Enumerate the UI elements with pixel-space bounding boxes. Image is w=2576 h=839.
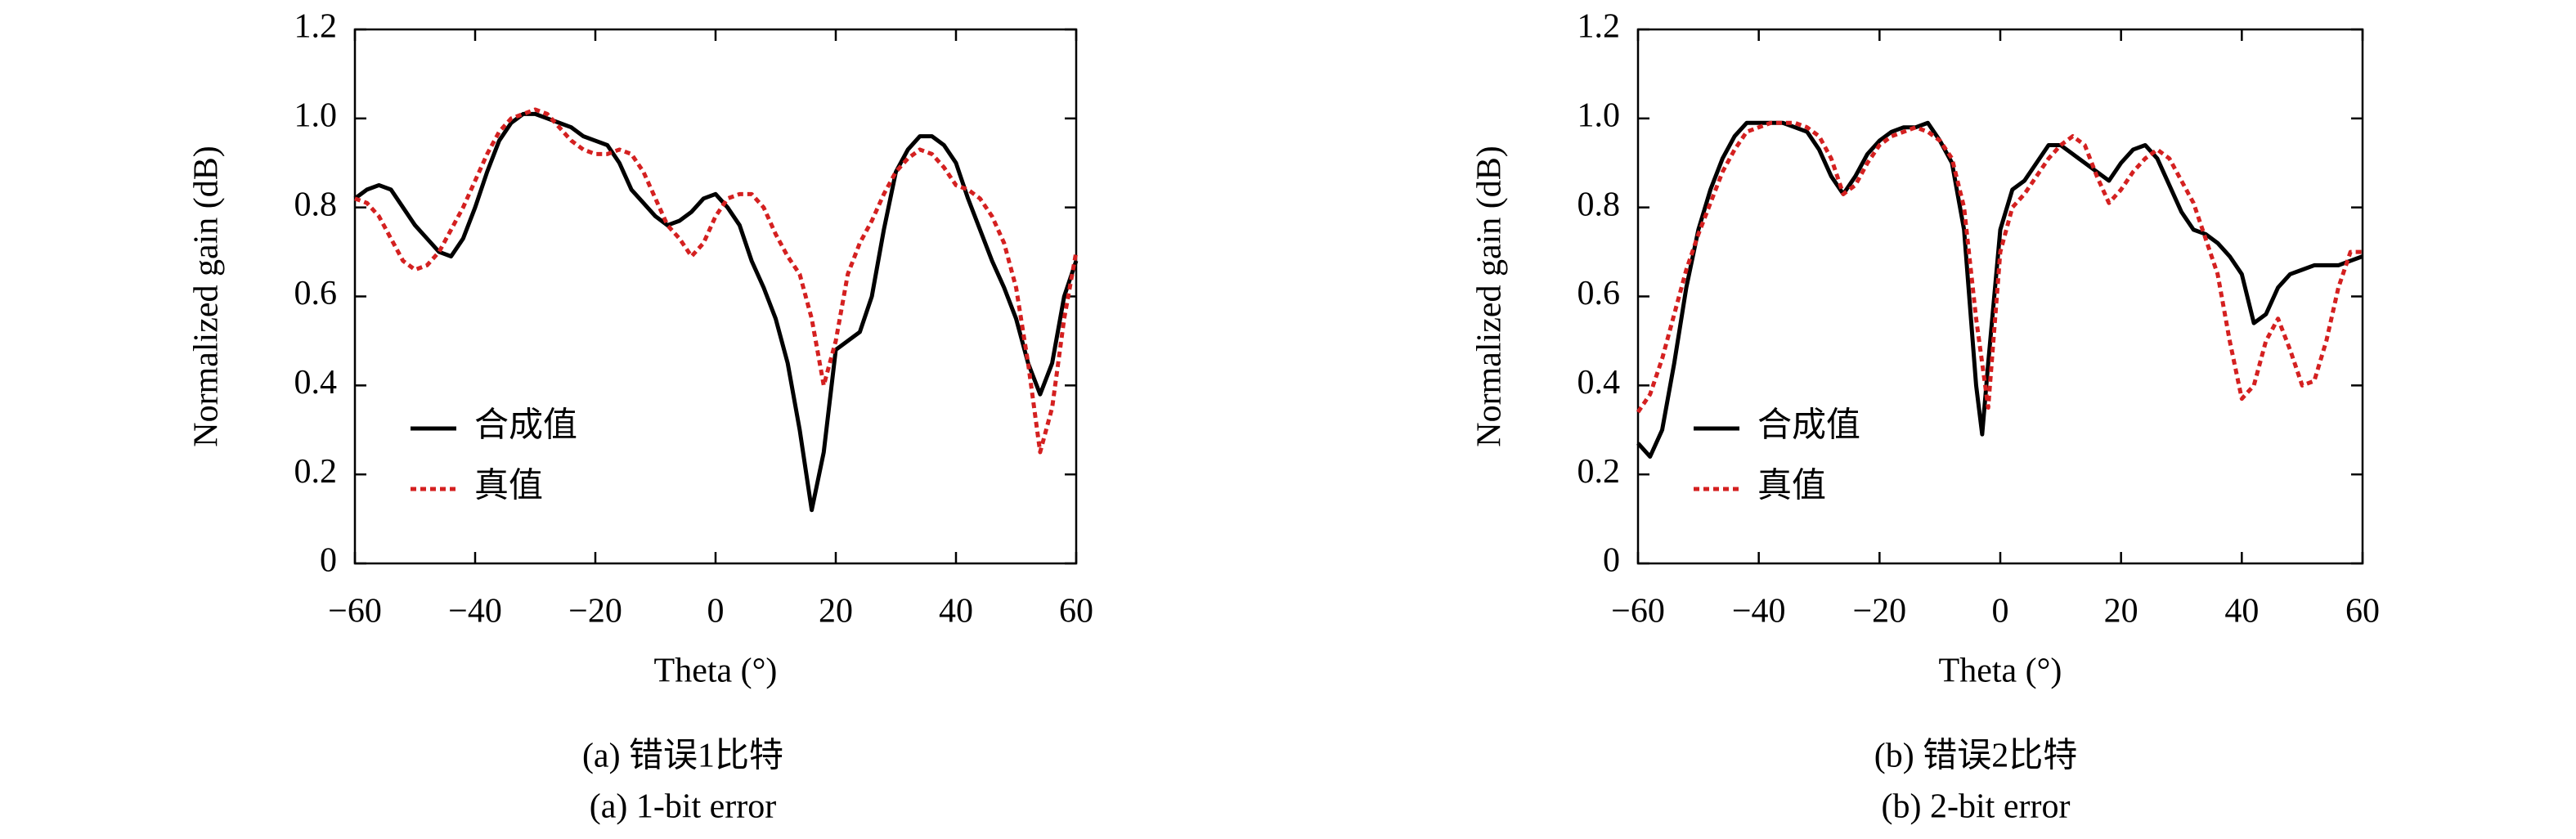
plot-frame [1636, 28, 2364, 565]
y-tick-label: 0.6 [1577, 275, 1621, 312]
y-tick-label: 0 [1603, 542, 1620, 580]
caption: (a) 1-bit error [590, 788, 777, 826]
y-tick-label: 1.2 [294, 8, 338, 46]
legend-label: 真值 [1757, 468, 1826, 505]
y-tick-label: 1.0 [294, 96, 338, 134]
y-tick-label: 0.2 [294, 453, 338, 491]
legend-label: 真值 [474, 468, 543, 505]
x-tick-label: 20 [819, 593, 853, 630]
x-tick-label: −60 [328, 593, 382, 630]
y-tick-label: 0.4 [1577, 364, 1621, 402]
x-axis-label: Theta (°) [1939, 653, 2062, 690]
y-tick-label: 0.4 [294, 364, 338, 402]
x-tick-label: 40 [939, 593, 973, 630]
caption: (a) 错误1比特 [582, 738, 783, 775]
y-tick-label: 0.6 [294, 275, 338, 312]
plot-frame [353, 28, 1078, 565]
y-tick-label: 1.2 [1577, 8, 1621, 46]
chart: −60 −40 −20 0 20 40 60 0 0.2 0.4 0.6 0.8 1.0 1.2 Theta… [188, 8, 1093, 826]
series-line [1636, 120, 2363, 414]
y-axis-label: Normalized gain (dB) [188, 146, 226, 447]
x-tick-label: 20 [2104, 593, 2138, 630]
legend-label: 合成值 [1757, 407, 1860, 445]
x-tick-label: −40 [1732, 593, 1786, 630]
caption: (b) 错误2比特 [1874, 738, 2077, 775]
y-tick-label: 0.2 [1577, 453, 1621, 491]
x-tick-label: −60 [1611, 593, 1665, 630]
chart: −60 −40 −20 0 20 40 60 0 0.2 0.4 0.6 0.8 1.0 1.2 Theta… [1471, 8, 2380, 826]
x-tick-label: 60 [2345, 593, 2380, 630]
x-tick-label: 60 [1059, 593, 1093, 630]
series-line [353, 111, 1079, 513]
y-tick-label: 1.0 [1577, 96, 1621, 134]
caption: (b) 2-bit error [1882, 788, 2071, 826]
series-line [1636, 120, 2363, 459]
x-tick-label: 0 [1992, 593, 2009, 630]
y-tick-label: 0.8 [294, 186, 338, 223]
y-tick-label: 0 [320, 542, 337, 580]
x-tick-label: −20 [568, 593, 622, 630]
x-tick-label: −40 [448, 593, 502, 630]
y-tick-label: 0.8 [1577, 186, 1621, 223]
x-tick-label: 0 [707, 593, 725, 630]
x-tick-label: 40 [2224, 593, 2259, 630]
legend-label: 合成值 [474, 407, 577, 445]
x-axis-label: Theta (°) [654, 653, 778, 690]
series-line [354, 107, 1079, 455]
y-axis-label: Normalized gain (dB) [1471, 146, 1509, 447]
x-tick-label: −20 [1852, 593, 1906, 630]
